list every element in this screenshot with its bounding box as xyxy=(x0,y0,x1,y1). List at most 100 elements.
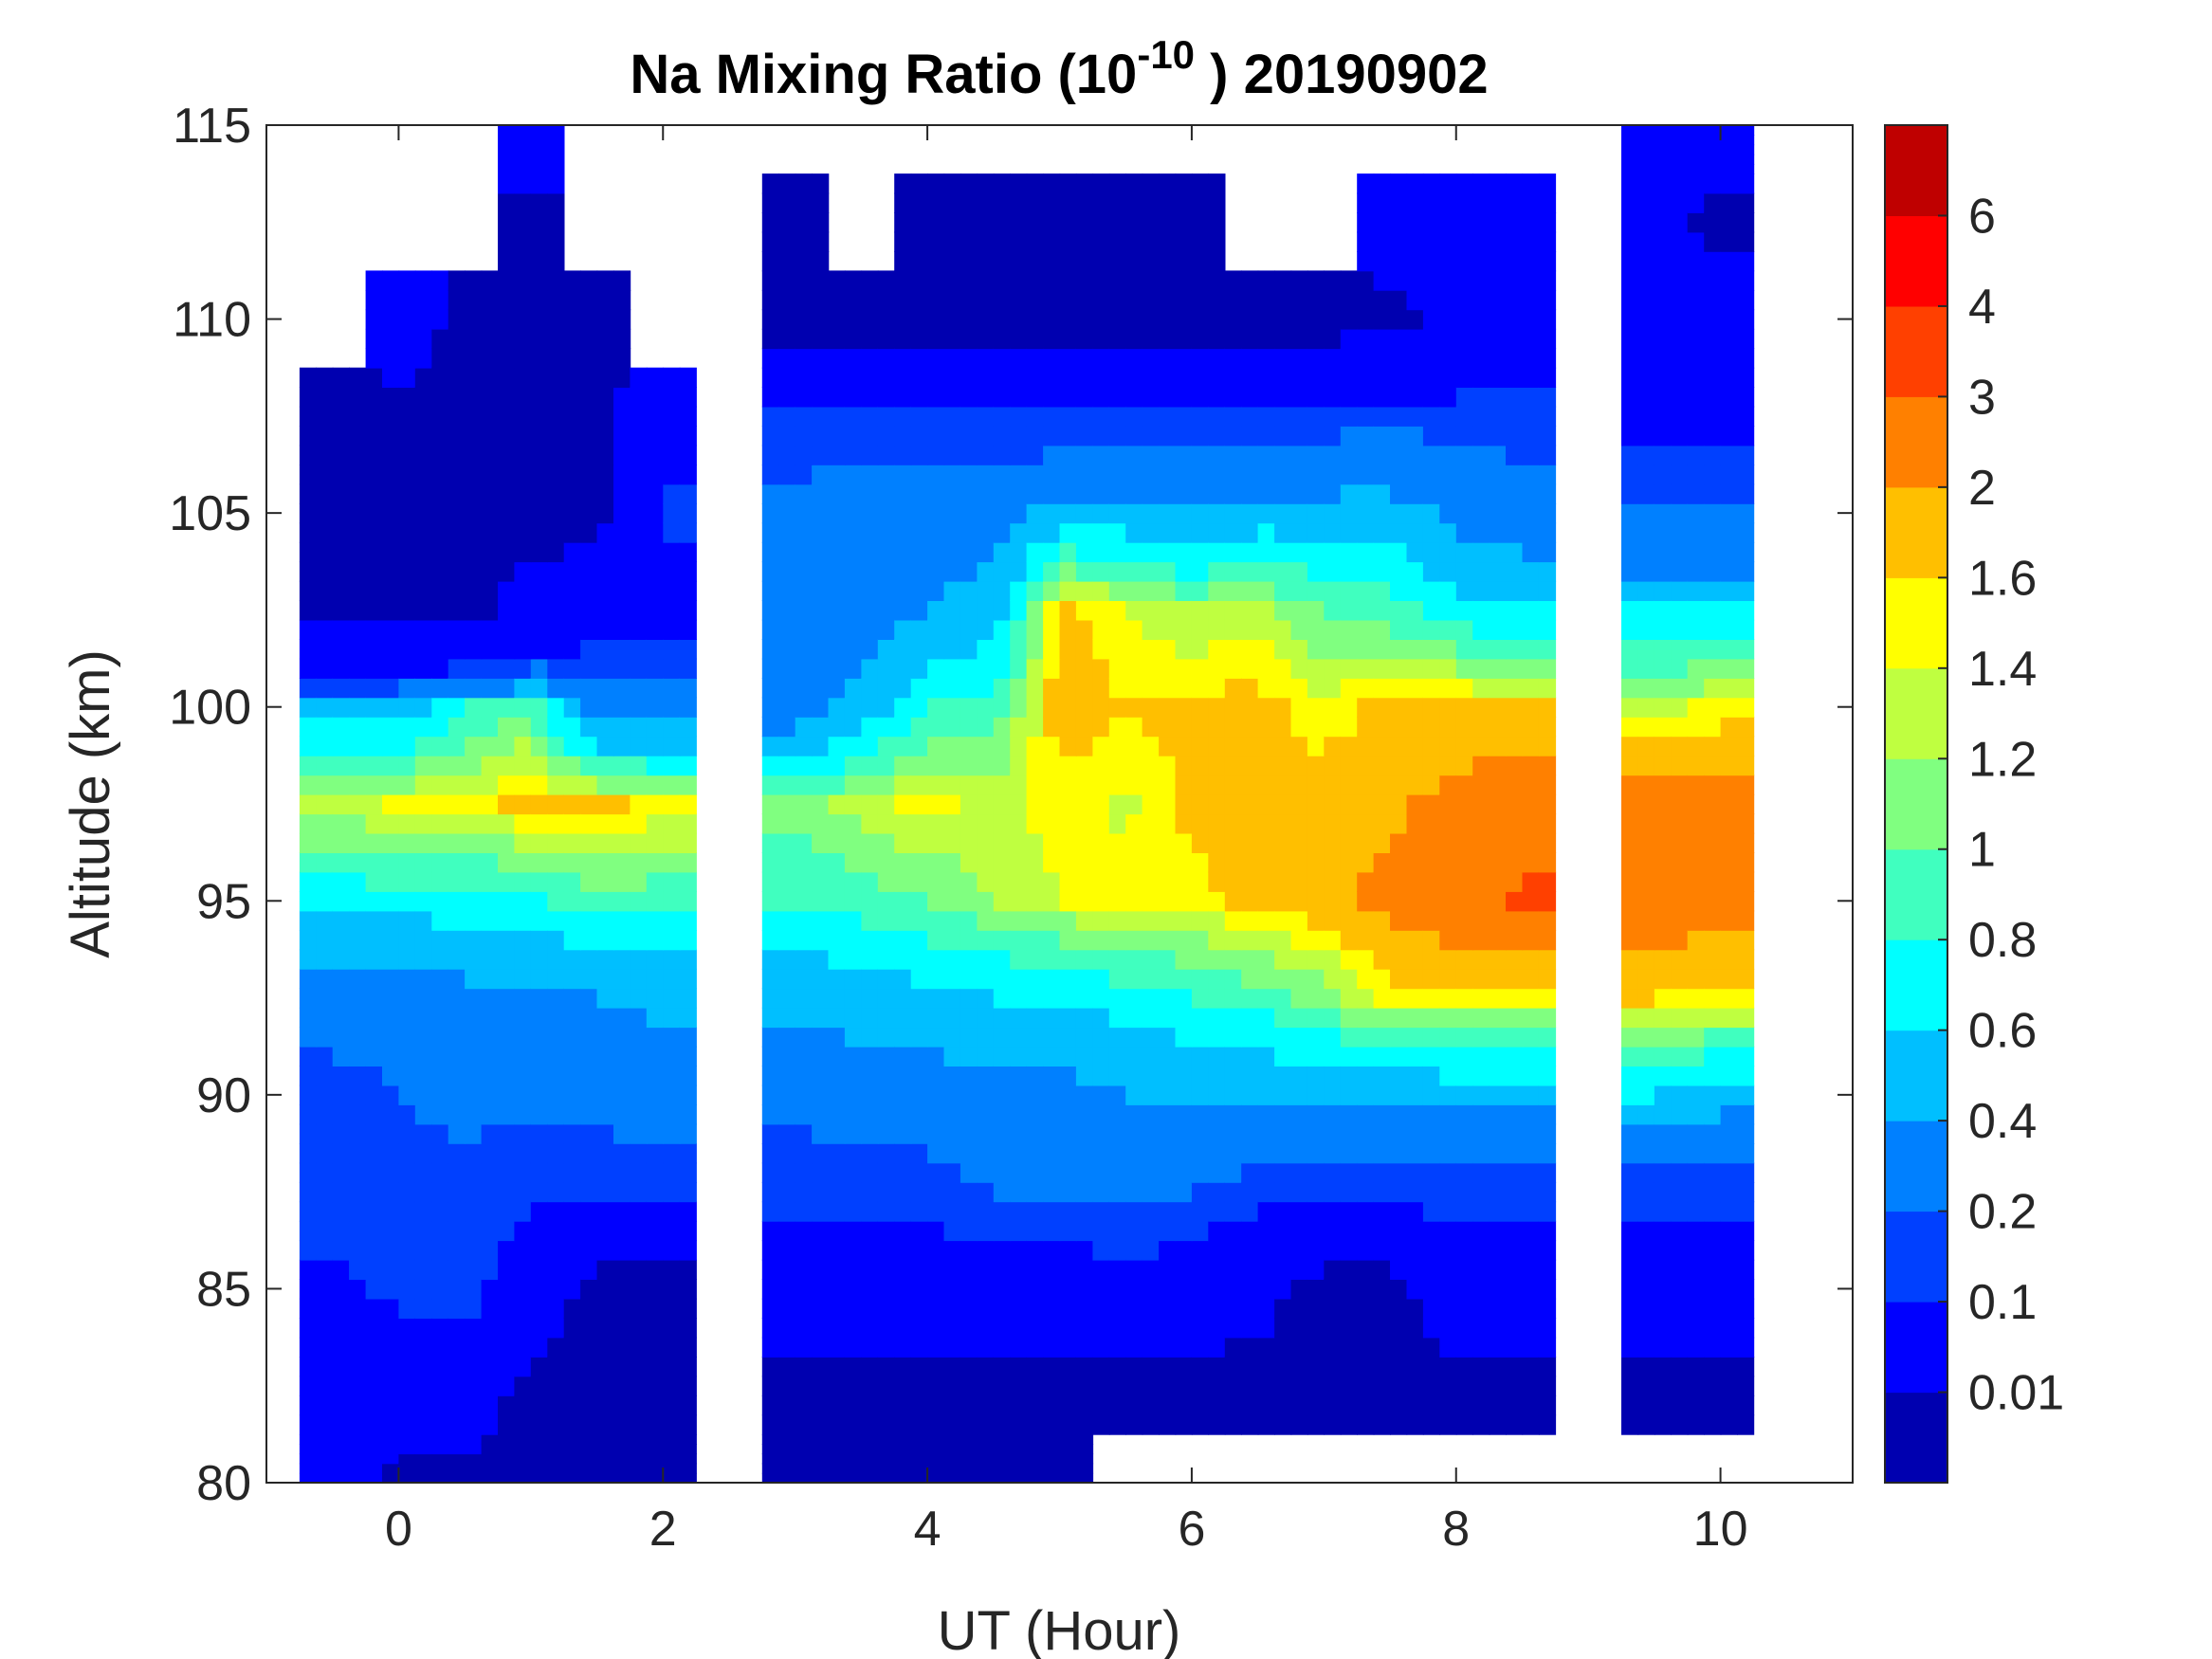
contour-cell xyxy=(812,639,830,660)
contour-cell xyxy=(960,522,978,543)
contour-cell xyxy=(580,1007,598,1029)
contour-cell xyxy=(1125,541,1143,563)
contour-cell xyxy=(1274,1201,1292,1222)
contour-cell xyxy=(761,289,779,311)
contour-cell xyxy=(448,1007,466,1029)
contour-cell xyxy=(414,1298,432,1319)
contour-cell xyxy=(1506,192,1524,213)
contour-cell xyxy=(365,1444,383,1455)
contour-cell xyxy=(1191,1027,1210,1048)
contour-cell xyxy=(1390,1298,1408,1319)
contour-cell xyxy=(1092,1395,1110,1416)
contour-cell xyxy=(498,910,516,931)
contour-cell xyxy=(398,367,416,388)
contour-cell xyxy=(977,1143,995,1164)
contour-cell xyxy=(812,697,830,718)
contour-cell xyxy=(795,465,813,485)
contour-cell xyxy=(563,406,581,427)
contour-cell xyxy=(349,658,367,679)
contour-cell xyxy=(1324,1240,1342,1261)
contour-cell xyxy=(1455,755,1473,776)
contour-cell xyxy=(382,755,400,776)
contour-cell xyxy=(877,367,895,388)
contour-cell xyxy=(1489,736,1507,757)
contour-cell xyxy=(960,619,978,640)
contour-cell xyxy=(1390,1066,1408,1086)
contour-cell xyxy=(1538,1201,1557,1222)
contour-cell xyxy=(761,328,779,350)
contour-cell xyxy=(795,1414,813,1435)
contour-cell xyxy=(1422,988,1441,1009)
contour-cell xyxy=(1671,426,1689,447)
contour-cell xyxy=(1307,309,1325,330)
contour-cell xyxy=(1026,658,1044,679)
contour-cell xyxy=(1654,736,1673,757)
contour-cell xyxy=(1257,871,1275,892)
contour-cell xyxy=(596,600,614,621)
contour-cell xyxy=(498,1240,516,1261)
contour-cell xyxy=(1422,445,1441,465)
contour-cell xyxy=(663,1259,681,1280)
contour-cell xyxy=(1637,793,1655,815)
contour-cell xyxy=(1224,426,1242,447)
contour-cell xyxy=(977,1085,995,1105)
contour-cell xyxy=(563,1162,581,1183)
contour-cell xyxy=(465,600,483,621)
contour-cell xyxy=(414,716,432,738)
contour-cell xyxy=(1059,852,1077,873)
contour-cell xyxy=(613,891,631,912)
contour-cell xyxy=(1010,502,1028,524)
contour-cell xyxy=(1538,658,1557,679)
contour-cell xyxy=(1522,270,1540,291)
contour-cell xyxy=(1125,522,1143,543)
contour-cell xyxy=(977,1066,995,1086)
contour-cell xyxy=(993,1337,1011,1358)
contour-cell xyxy=(1159,755,1177,776)
contour-cell xyxy=(993,502,1011,524)
contour-cell xyxy=(1125,231,1143,252)
contour-cell xyxy=(1010,231,1028,252)
contour-cell xyxy=(1538,387,1557,408)
contour-cell xyxy=(861,1472,879,1484)
contour-cell xyxy=(993,1007,1011,1029)
contour-cell xyxy=(943,406,961,427)
contour-cell xyxy=(778,1337,796,1358)
contour-cell xyxy=(1637,367,1655,388)
contour-cell xyxy=(1406,1201,1424,1222)
contour-cell xyxy=(481,1395,499,1416)
contour-cell xyxy=(927,1463,945,1474)
contour-cell xyxy=(1522,658,1540,679)
contour-cell xyxy=(960,716,978,738)
contour-cell xyxy=(1241,658,1259,679)
contour-cell xyxy=(398,793,416,815)
contour-cell xyxy=(1522,1066,1540,1086)
contour-cell xyxy=(761,832,779,853)
contour-cell xyxy=(778,1395,796,1416)
contour-cell xyxy=(1406,1046,1424,1066)
contour-cell xyxy=(498,426,516,447)
contour-cell xyxy=(414,1259,432,1280)
contour-cell xyxy=(1092,580,1110,601)
contour-cell xyxy=(1373,173,1391,194)
contour-cell xyxy=(761,192,779,213)
contour-cell xyxy=(910,1240,928,1261)
contour-cell xyxy=(1472,639,1490,660)
contour-cell xyxy=(1208,639,1226,660)
contour-cell xyxy=(414,348,432,369)
contour-cell xyxy=(679,1433,697,1445)
contour-cell xyxy=(514,406,532,427)
contour-cell xyxy=(465,1472,483,1484)
contour-cell xyxy=(1373,678,1391,699)
contour-cell xyxy=(1159,1201,1177,1222)
contour-cell xyxy=(1671,1259,1689,1280)
contour-cell xyxy=(1455,1027,1473,1048)
contour-cell xyxy=(778,813,796,834)
contour-cell xyxy=(431,1162,449,1183)
contour-cell xyxy=(812,231,830,252)
contour-cell xyxy=(1340,289,1358,311)
contour-cell xyxy=(1307,465,1325,485)
contour-cell xyxy=(1142,910,1160,931)
contour-cell xyxy=(1373,580,1391,601)
contour-cell xyxy=(1390,1201,1408,1222)
contour-cell xyxy=(563,1357,581,1377)
